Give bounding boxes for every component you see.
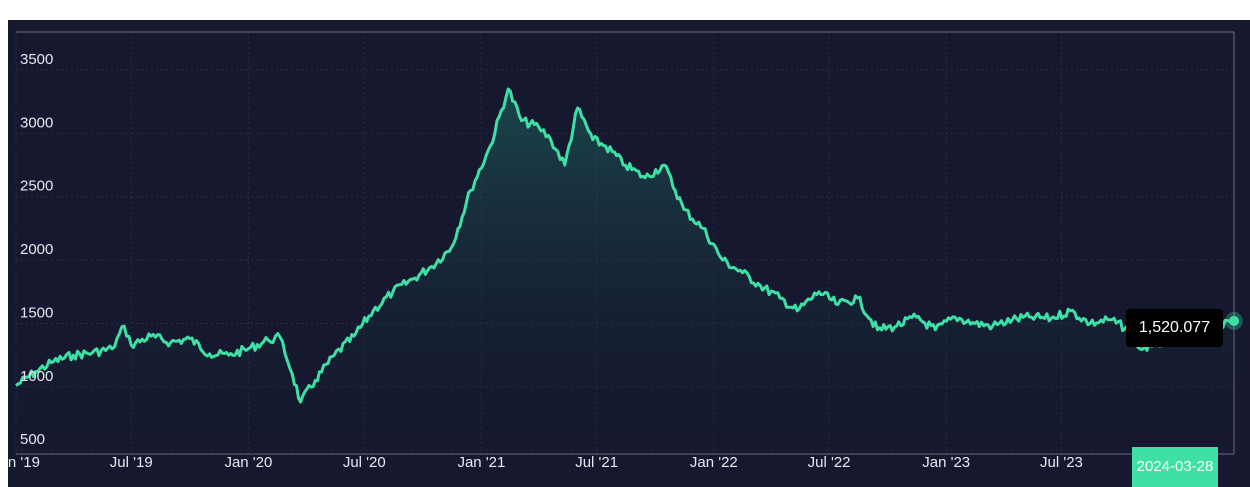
- x-tick-label: Jan '20: [224, 454, 272, 471]
- y-tick-label: 3000: [20, 114, 53, 131]
- y-tick-label: 2000: [20, 241, 53, 258]
- date-badge: 2024-03-28: [1132, 447, 1218, 487]
- x-tick-label: Jul '20: [343, 454, 386, 471]
- x-tick-label: Jan '23: [922, 454, 970, 471]
- value-tooltip: 1,520.077: [1126, 309, 1223, 347]
- x-tick-label: Jan '19: [8, 454, 40, 471]
- y-tick-label: 3500: [20, 51, 53, 68]
- y-tick-label: 1500: [20, 304, 53, 321]
- x-tick-label: Jul '22: [808, 454, 851, 471]
- series-area: [16, 89, 1234, 454]
- x-tick-label: Jul '23: [1040, 454, 1083, 471]
- x-tick-label: Jan '22: [690, 454, 738, 471]
- y-tick-label: 1000: [20, 368, 53, 385]
- chart-panel: 500 1000 1500 2000 2500 3000 3500 Jan '19 Jul '…: [8, 20, 1250, 487]
- y-tick-label: 500: [20, 431, 45, 448]
- y-tick-label: 2500: [20, 178, 53, 195]
- x-tick-label: Jan '21: [457, 454, 505, 471]
- x-tick-label: Jul '21: [575, 454, 618, 471]
- x-tick-label: Jul '19: [110, 454, 153, 471]
- last-point-marker[interactable]: [1229, 315, 1239, 326]
- price-chart: 500 1000 1500 2000 2500 3000 3500 Jan '19 Jul '…: [8, 31, 1243, 471]
- series-line: [15, 87, 1235, 404]
